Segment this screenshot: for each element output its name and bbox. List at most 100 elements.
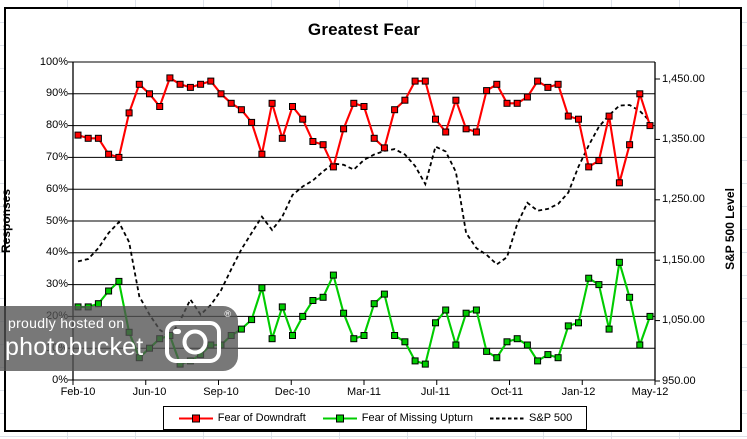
series-fear-of-downdraft-marker xyxy=(626,141,634,149)
series-fear-of-downdraft-marker xyxy=(329,163,337,171)
series-fear-of-downdraft-marker xyxy=(166,74,174,82)
watermark-text: proudly hosted on xyxy=(8,315,125,331)
series-fear-of-downdraft-marker xyxy=(421,77,429,85)
series-fear-of-missing-upturn-marker xyxy=(483,347,491,355)
series-fear-of-downdraft-marker xyxy=(350,99,358,107)
series-fear-of-downdraft-marker xyxy=(585,163,593,171)
series-fear-of-downdraft-marker xyxy=(544,83,552,91)
secondary-y-tick-label: 950.00 xyxy=(662,374,696,387)
series-fear-of-missing-upturn-marker xyxy=(299,312,307,320)
series-fear-of-missing-upturn-marker xyxy=(646,312,654,320)
series-fear-of-downdraft-marker xyxy=(462,125,470,133)
series-fear-of-missing-upturn-marker xyxy=(636,341,644,349)
legend-swatch xyxy=(178,414,213,422)
series-fear-of-downdraft-marker xyxy=(615,179,623,187)
series-fear-of-downdraft-marker xyxy=(523,93,531,101)
camera-icon xyxy=(165,321,221,363)
series-fear-of-downdraft-marker xyxy=(636,90,644,98)
y-tick-label: 70% xyxy=(45,150,68,163)
series-fear-of-downdraft-marker xyxy=(84,134,92,142)
series-fear-of-downdraft-marker xyxy=(483,87,491,95)
x-tick-label: Sep-10 xyxy=(203,386,239,398)
x-tick-label: Feb-10 xyxy=(60,386,96,398)
secondary-y-tick-label: 1,050.00 xyxy=(662,314,705,327)
series-fear-of-downdraft-marker xyxy=(554,80,562,88)
x-tick-label: Jun-10 xyxy=(132,386,167,398)
series-fear-of-downdraft-marker xyxy=(94,134,102,142)
series-fear-of-downdraft-marker xyxy=(186,83,194,91)
secondary-y-tick-label: 1,150.00 xyxy=(662,253,705,266)
legend-swatch xyxy=(322,414,357,422)
series-fear-of-missing-upturn-marker xyxy=(554,354,562,362)
series-fear-of-downdraft-marker xyxy=(135,80,143,88)
y-tick-label: 30% xyxy=(45,278,68,291)
series-fear-of-missing-upturn-marker xyxy=(411,357,419,365)
series-fear-of-missing-upturn-marker xyxy=(391,332,399,339)
legend-label: Fear of Missing Upturn xyxy=(361,412,474,424)
series-fear-of-missing-upturn-marker xyxy=(350,335,358,343)
series-fear-of-downdraft-marker xyxy=(503,99,511,107)
secondary-y-tick-label: 1,250.00 xyxy=(662,193,705,206)
series-fear-of-downdraft-marker xyxy=(105,150,113,158)
series-fear-of-missing-upturn-marker xyxy=(329,271,337,279)
series-fear-of-downdraft-marker xyxy=(309,138,317,145)
series-fear-of-downdraft-marker xyxy=(125,109,133,117)
series-fear-of-downdraft-marker xyxy=(289,103,296,110)
watermark-brand: photobucket xyxy=(5,333,144,361)
series-fear-of-downdraft xyxy=(74,74,654,187)
series-fear-of-downdraft-marker xyxy=(401,96,409,104)
y-tick-label: 80% xyxy=(45,119,68,132)
legend: Fear of Downdraft Fear of Missing Upturn S… xyxy=(163,406,587,430)
series-fear-of-downdraft-marker xyxy=(411,77,419,85)
series-fear-of-missing-upturn-marker xyxy=(615,258,623,266)
series-fear-of-missing-upturn-marker xyxy=(268,335,276,343)
series-fear-of-missing-upturn-marker xyxy=(585,274,593,282)
series-fear-of-downdraft-marker xyxy=(442,128,450,136)
series-fear-of-missing-upturn-marker xyxy=(340,309,348,317)
y-tick-label: 40% xyxy=(45,246,68,259)
x-tick-label: Jul-11 xyxy=(420,386,451,398)
series-sp500-line xyxy=(77,104,651,339)
series-fear-of-missing-upturn-marker xyxy=(605,325,613,333)
series-fear-of-downdraft-marker xyxy=(340,125,348,133)
series-fear-of-missing-upturn-marker xyxy=(248,316,256,324)
y-axis-title: Responses xyxy=(0,188,13,254)
series-fear-of-missing-upturn-marker xyxy=(401,338,409,346)
legend-swatch xyxy=(490,417,525,419)
series-fear-of-missing-upturn-marker xyxy=(432,319,439,327)
series-fear-of-downdraft-marker xyxy=(432,115,439,123)
legend-item: Fear of Downdraft xyxy=(178,412,306,424)
series-fear-of-downdraft-marker xyxy=(258,150,266,158)
series-fear-of-missing-upturn-marker xyxy=(503,338,511,346)
series-fear-of-downdraft-marker xyxy=(268,99,276,107)
series-fear-of-missing-upturn-marker xyxy=(289,332,296,339)
series-fear-of-missing-upturn-marker xyxy=(472,306,480,314)
y-tick-label: 60% xyxy=(45,182,68,195)
series-fear-of-missing-upturn-marker xyxy=(452,341,460,349)
series-fear-of-downdraft-marker xyxy=(472,128,480,136)
series-fear-of-missing-upturn-marker xyxy=(360,332,368,339)
series-fear-of-downdraft-marker xyxy=(605,112,613,120)
series-fear-of-missing-upturn-marker xyxy=(309,297,317,304)
x-tick-label: Jan-12 xyxy=(561,386,596,398)
y-tick-label: 50% xyxy=(45,214,68,227)
series-fear-of-downdraft-marker xyxy=(156,103,164,110)
series-fear-of-downdraft-marker xyxy=(370,134,378,142)
series-fear-of-downdraft-marker xyxy=(248,118,256,126)
series-fear-of-downdraft-marker xyxy=(595,157,603,165)
series-fear-of-downdraft-marker xyxy=(207,77,215,85)
series-fear-of-missing-upturn-marker xyxy=(462,309,470,317)
series-fear-of-downdraft-marker xyxy=(493,80,501,88)
series-fear-of-downdraft-marker xyxy=(74,131,82,139)
series-fear-of-downdraft-marker xyxy=(115,153,123,161)
series-fear-of-missing-upturn-marker xyxy=(421,360,429,368)
series-fear-of-missing-upturn-marker xyxy=(493,354,501,362)
series-fear-of-missing-upturn-marker xyxy=(534,357,542,365)
series-fear-of-missing-upturn-marker xyxy=(575,319,582,327)
series-fear-of-downdraft-marker xyxy=(227,99,235,107)
series-fear-of-missing-upturn-marker xyxy=(544,351,552,359)
series-fear-of-missing-upturn-marker xyxy=(595,281,603,289)
x-tick-label: Oct-11 xyxy=(490,386,524,398)
series-fear-of-downdraft-marker xyxy=(646,122,654,130)
series-fear-of-missing-upturn-marker xyxy=(523,341,531,349)
